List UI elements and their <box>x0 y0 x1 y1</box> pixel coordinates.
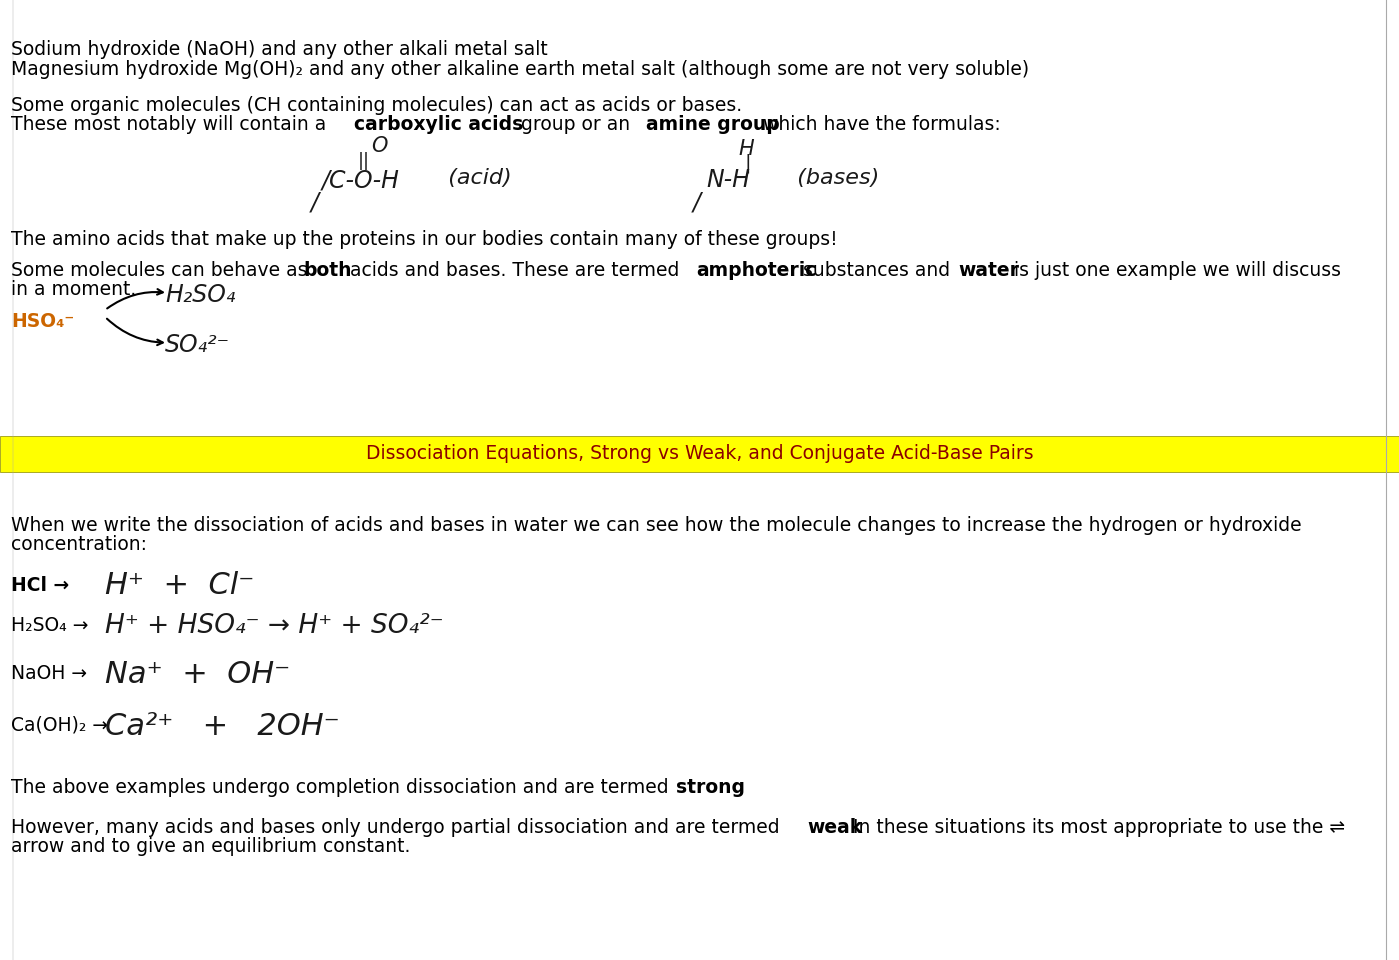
Text: in a moment.: in a moment. <box>11 280 137 300</box>
Text: (bases): (bases) <box>783 168 880 188</box>
Text: ||: || <box>358 152 371 170</box>
Text: which have the formulas:: which have the formulas: <box>757 115 1000 134</box>
Text: H⁺ + HSO₄⁻ → H⁺ + SO₄²⁻: H⁺ + HSO₄⁻ → H⁺ + SO₄²⁻ <box>105 613 443 639</box>
Text: concentration:: concentration: <box>11 535 147 554</box>
Text: /C-O-H: /C-O-H <box>322 168 400 192</box>
Text: The amino acids that make up the proteins in our bodies contain many of these gr: The amino acids that make up the protein… <box>11 230 838 250</box>
Text: Some organic molecules (CH containing molecules) can act as acids or bases.: Some organic molecules (CH containing mo… <box>11 96 743 115</box>
Text: HSO₄⁻: HSO₄⁻ <box>11 312 74 331</box>
Text: However, many acids and bases only undergo partial dissociation and are termed: However, many acids and bases only under… <box>11 818 786 837</box>
Text: NaOH →: NaOH → <box>11 664 87 684</box>
Text: Na⁺  +  OH⁻: Na⁺ + OH⁻ <box>105 660 290 688</box>
Text: substances and: substances and <box>797 261 956 280</box>
Text: weak: weak <box>807 818 862 837</box>
Text: SO₄²⁻: SO₄²⁻ <box>165 333 231 357</box>
Text: both: both <box>304 261 351 280</box>
Text: HCl →: HCl → <box>11 576 70 595</box>
Text: arrow and to give an equilibrium constant.: arrow and to give an equilibrium constan… <box>11 837 410 856</box>
Text: Ca(OH)₂ →: Ca(OH)₂ → <box>11 715 108 734</box>
Text: H: H <box>739 139 754 159</box>
Text: O: O <box>371 136 388 156</box>
Text: Ca²⁺   +   2OH⁻: Ca²⁺ + 2OH⁻ <box>105 712 340 741</box>
Text: amphoteric: amphoteric <box>697 261 817 280</box>
Text: H₂SO₄ →: H₂SO₄ → <box>11 616 88 636</box>
Text: N-H: N-H <box>706 168 750 192</box>
Text: H₂SO₄: H₂SO₄ <box>165 283 235 307</box>
Text: /: / <box>311 190 319 214</box>
Text: strong: strong <box>676 778 746 797</box>
Text: In these situations its most appropriate to use the ⇌: In these situations its most appropriate… <box>848 818 1346 837</box>
Text: Some molecules can behave as: Some molecules can behave as <box>11 261 313 280</box>
Text: carboxylic acids: carboxylic acids <box>354 115 523 134</box>
Text: H⁺  +  Cl⁻: H⁺ + Cl⁻ <box>105 571 255 600</box>
Text: Magnesium hydroxide Mg(OH)₂ and any other alkaline earth metal salt (although so: Magnesium hydroxide Mg(OH)₂ and any othe… <box>11 60 1030 79</box>
Text: group or an: group or an <box>515 115 637 134</box>
Text: The above examples undergo completion dissociation and are termed: The above examples undergo completion di… <box>11 778 674 797</box>
Text: acids and bases. These are termed: acids and bases. These are termed <box>344 261 686 280</box>
Text: amine group: amine group <box>646 115 779 134</box>
Text: Dissociation Equations, Strong vs Weak, and Conjugate Acid-Base Pairs: Dissociation Equations, Strong vs Weak, … <box>365 444 1034 463</box>
Text: |: | <box>744 154 751 173</box>
Text: When we write the dissociation of acids and bases in water we can see how the mo: When we write the dissociation of acids … <box>11 516 1302 536</box>
Text: /: / <box>693 190 701 214</box>
Text: (acid): (acid) <box>434 168 511 188</box>
Text: These most notably will contain a: These most notably will contain a <box>11 115 333 134</box>
FancyBboxPatch shape <box>0 436 1399 472</box>
Text: Sodium hydroxide (NaOH) and any other alkali metal salt: Sodium hydroxide (NaOH) and any other al… <box>11 40 548 60</box>
Text: is just one example we will discuss: is just one example we will discuss <box>1009 261 1342 280</box>
Text: water: water <box>958 261 1018 280</box>
